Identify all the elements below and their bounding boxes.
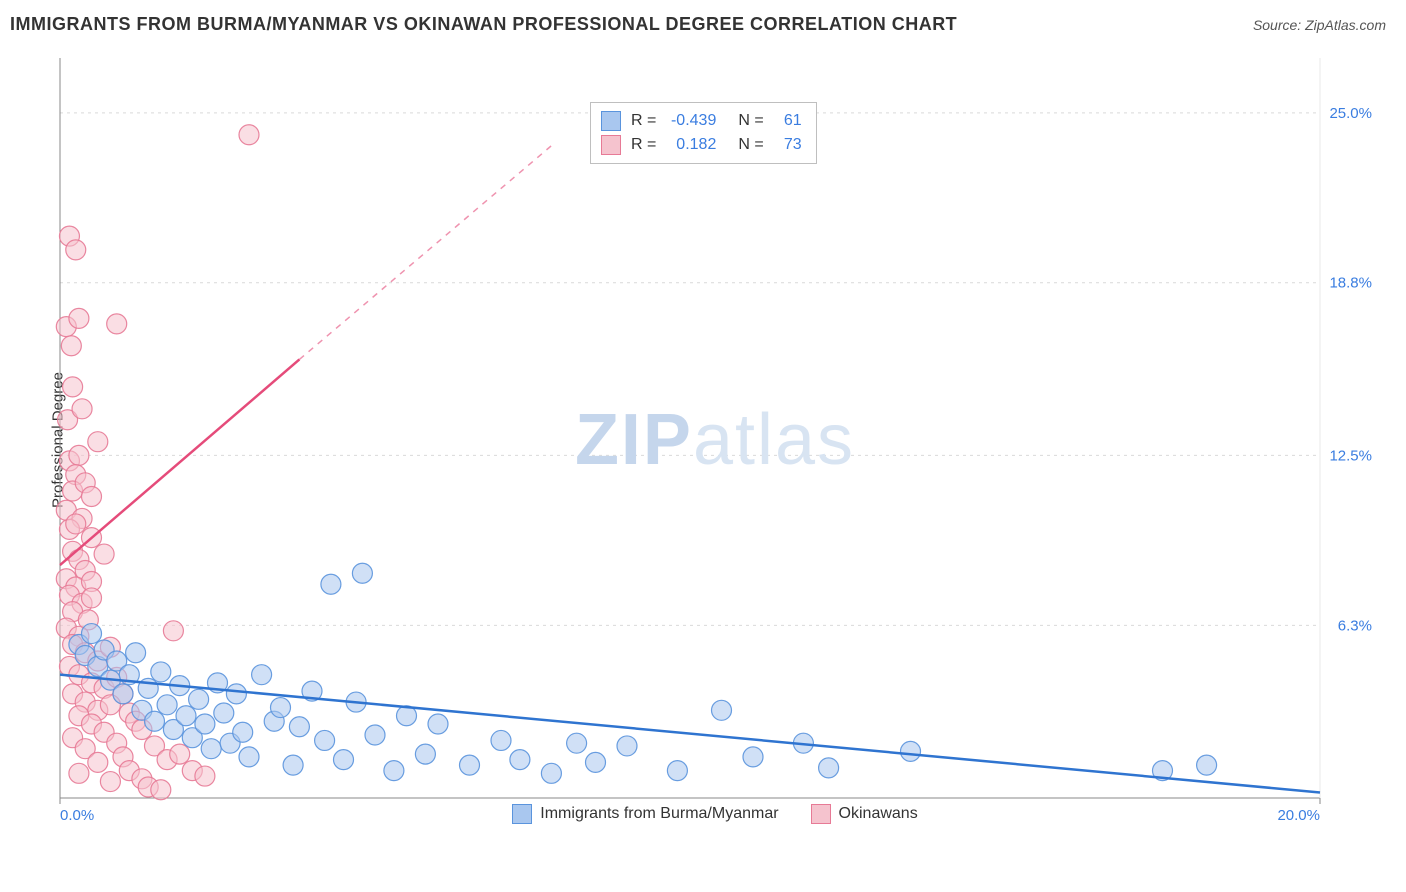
svg-text:6.3%: 6.3% xyxy=(1338,617,1372,634)
swatch-icon xyxy=(512,804,532,824)
svg-text:25.0%: 25.0% xyxy=(1329,105,1372,122)
chart-area: Professional Degree 6.3%12.5%18.8%25.0%0… xyxy=(50,50,1380,830)
footer-legend: Immigrants from Burma/Myanmar Okinawans xyxy=(50,804,1380,824)
n-value-blue: 61 xyxy=(774,109,802,133)
r-value-blue: -0.439 xyxy=(666,109,716,133)
stats-row-pink: R = 0.182 N = 73 xyxy=(601,133,802,157)
legend-label: Immigrants from Burma/Myanmar xyxy=(540,805,778,823)
swatch-icon xyxy=(811,804,831,824)
source-label: Source: ZipAtlas.com xyxy=(1253,17,1386,33)
chart-title: IMMIGRANTS FROM BURMA/MYANMAR VS OKINAWA… xyxy=(10,14,957,35)
legend-item-blue: Immigrants from Burma/Myanmar xyxy=(512,804,778,824)
swatch-icon xyxy=(601,135,621,155)
legend-label: Okinawans xyxy=(839,805,918,823)
stats-legend-box: R = -0.439 N = 61 R = 0.182 N = 73 xyxy=(590,102,817,164)
scatter-plot: 6.3%12.5%18.8%25.0%0.0%20.0% xyxy=(50,50,1380,830)
n-value-pink: 73 xyxy=(774,133,802,157)
legend-item-pink: Okinawans xyxy=(811,804,918,824)
svg-text:18.8%: 18.8% xyxy=(1329,275,1372,292)
swatch-icon xyxy=(601,111,621,131)
svg-text:12.5%: 12.5% xyxy=(1329,447,1372,464)
r-value-pink: 0.182 xyxy=(666,133,716,157)
stats-row-blue: R = -0.439 N = 61 xyxy=(601,109,802,133)
